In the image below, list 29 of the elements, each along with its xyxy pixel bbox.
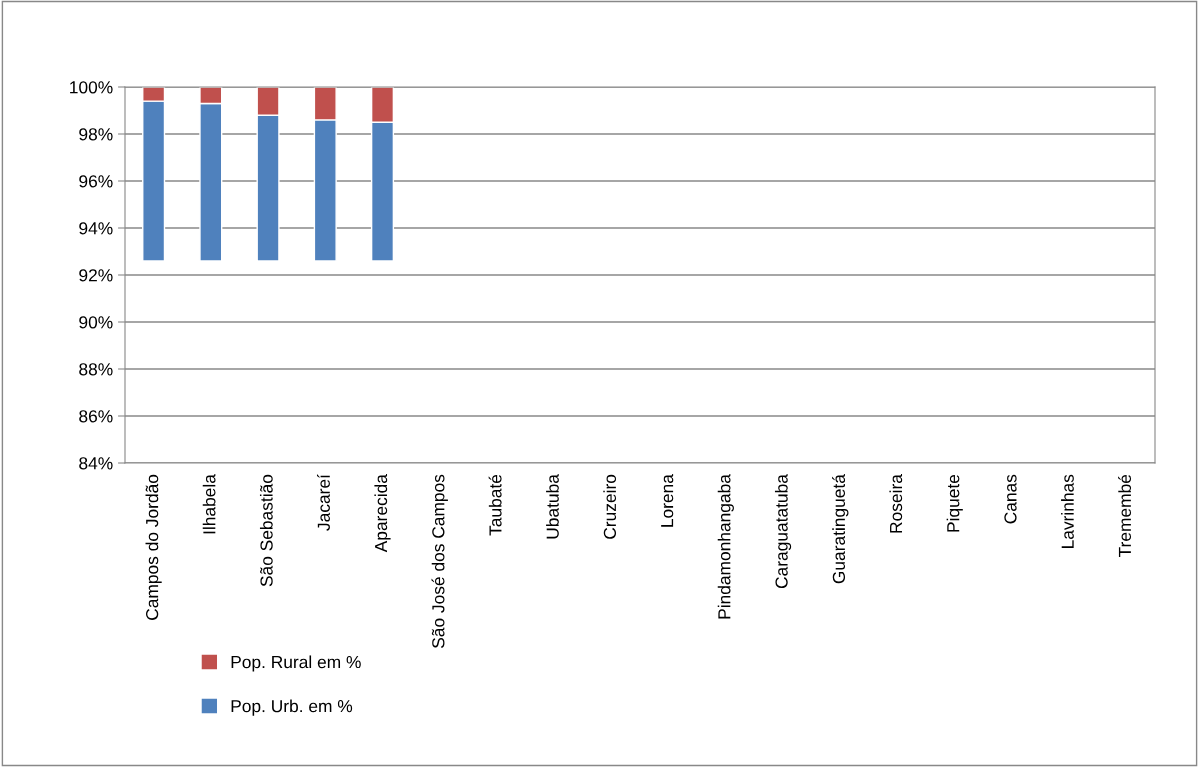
x-tick-label: Lavrinhas <box>1061 474 1074 548</box>
x-tick-label: Ilhabela <box>202 474 216 534</box>
y-tick-label: 92% <box>79 269 113 282</box>
legend-label: Pop. Urb. em % <box>231 699 353 716</box>
x-tick-label: Taubaté <box>488 474 502 536</box>
x-tick-label: Cruzeiro <box>603 474 617 539</box>
y-tick-label: 96% <box>79 175 113 188</box>
x-tick-label: Canas <box>1004 474 1017 524</box>
x-tick-label: Tremembé <box>1118 474 1132 557</box>
x-tick-label: Aparecida <box>374 474 391 553</box>
x-tick-label: Pindamonhangaba <box>717 474 734 619</box>
x-tick-label: São Sebastião <box>259 474 273 587</box>
y-tick-label: 100% <box>70 81 113 94</box>
y-tick-label: 90% <box>79 316 113 329</box>
x-tick-label: Jacareí <box>316 474 330 531</box>
x-tick-label: Roseira <box>889 474 903 533</box>
x-tick-label: Piquete <box>946 474 963 532</box>
y-tick-label: 86% <box>79 410 113 423</box>
x-tick-label: São José dos Campos <box>431 474 448 648</box>
legend-label: Pop. Rural em % <box>231 655 361 672</box>
x-tick-label: Guaratinguetá <box>832 474 849 584</box>
x-tick-label: Caraguatatuba <box>774 474 792 589</box>
y-tick-label: 94% <box>79 222 113 235</box>
y-tick-label: 98% <box>79 128 113 141</box>
x-tick-label: Lorena <box>661 474 674 527</box>
x-tick-label: Campos do Jordão <box>145 474 162 620</box>
y-tick-label: 88% <box>79 363 113 376</box>
y-tick-label: 84% <box>79 457 113 470</box>
x-tick-label: Ubatuba <box>546 474 559 539</box>
